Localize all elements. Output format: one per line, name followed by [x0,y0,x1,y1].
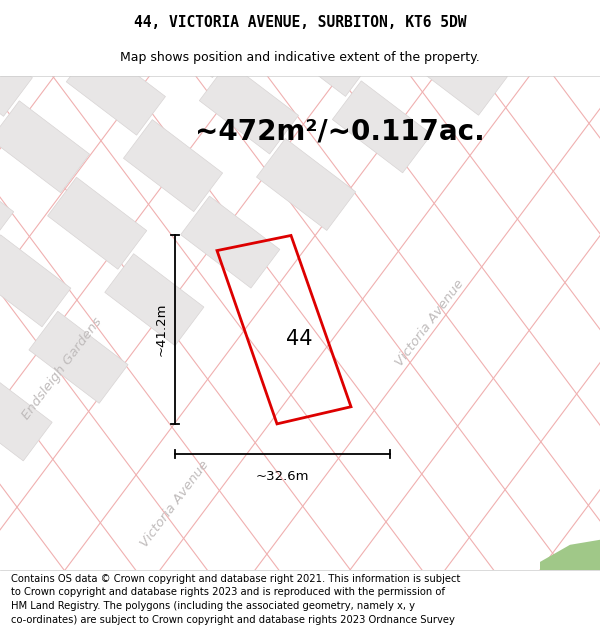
Text: ~41.2m: ~41.2m [155,303,167,356]
Polygon shape [181,196,280,288]
Polygon shape [0,158,14,251]
Polygon shape [0,235,71,327]
Polygon shape [142,0,241,78]
Polygon shape [540,540,600,570]
Text: ~32.6m: ~32.6m [256,470,309,482]
Text: Endsleigh Gardens: Endsleigh Gardens [19,315,104,422]
Polygon shape [105,254,204,346]
Polygon shape [0,101,89,192]
Polygon shape [29,311,128,403]
Polygon shape [0,369,52,461]
Text: Victoria Avenue: Victoria Avenue [393,278,467,369]
Polygon shape [408,23,508,115]
Text: Contains OS data © Crown copyright and database right 2021. This information is : Contains OS data © Crown copyright and d… [11,574,460,625]
Polygon shape [332,81,431,173]
Text: Victoria Avenue: Victoria Avenue [138,459,212,550]
Polygon shape [275,4,374,96]
Polygon shape [47,177,147,269]
Text: 44, VICTORIA AVENUE, SURBITON, KT6 5DW: 44, VICTORIA AVENUE, SURBITON, KT6 5DW [134,16,466,31]
Polygon shape [0,24,32,116]
Polygon shape [124,119,223,212]
Text: ~472m²/~0.117ac.: ~472m²/~0.117ac. [195,118,485,146]
Polygon shape [199,62,298,154]
Polygon shape [257,139,356,231]
Text: 44: 44 [286,329,312,349]
Text: Map shows position and indicative extent of the property.: Map shows position and indicative extent… [120,51,480,64]
Polygon shape [66,43,166,135]
